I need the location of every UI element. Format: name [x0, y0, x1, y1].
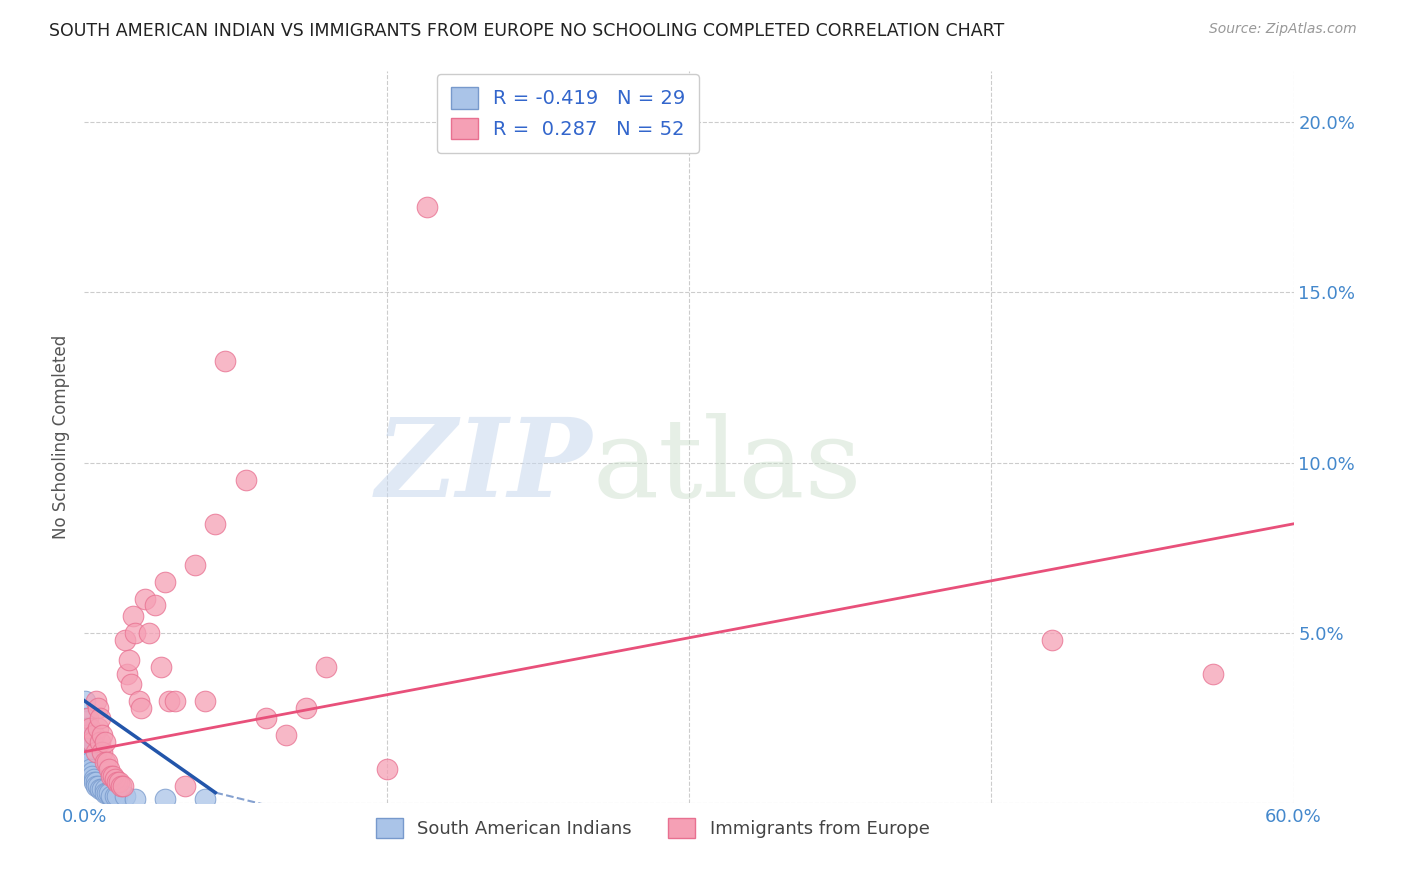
- Point: [87, 721, 110, 735]
- Point: [96, 786, 118, 800]
- Text: Source: ZipAtlas.com: Source: ZipAtlas.com: [1209, 22, 1357, 37]
- Point: [104, 772, 127, 786]
- Point: [79, 721, 101, 735]
- Point: [82, 768, 104, 782]
- Legend: South American Indians, Immigrants from Europe: South American Indians, Immigrants from …: [368, 811, 936, 845]
- Point: [115, 666, 138, 681]
- Point: [194, 792, 217, 806]
- Point: [96, 755, 118, 769]
- Point: [100, 789, 122, 803]
- Point: [86, 775, 108, 789]
- Text: atlas: atlas: [592, 413, 862, 520]
- Point: [204, 516, 226, 531]
- Point: [77, 711, 100, 725]
- Point: [93, 782, 115, 797]
- Point: [184, 558, 207, 572]
- Point: [97, 762, 120, 776]
- Point: [138, 625, 160, 640]
- Point: [111, 779, 134, 793]
- Point: [104, 789, 127, 803]
- Point: [77, 741, 100, 756]
- Point: [1040, 632, 1063, 647]
- Point: [315, 659, 337, 673]
- Point: [75, 711, 97, 725]
- Point: [93, 786, 115, 800]
- Point: [82, 765, 104, 780]
- Text: ZIP: ZIP: [375, 413, 592, 520]
- Point: [153, 792, 176, 806]
- Point: [97, 786, 120, 800]
- Point: [83, 775, 105, 789]
- Point: [75, 721, 97, 735]
- Point: [79, 762, 101, 776]
- Point: [89, 782, 111, 797]
- Point: [100, 768, 122, 782]
- Point: [89, 711, 111, 725]
- Y-axis label: No Schooling Completed: No Schooling Completed: [52, 335, 70, 539]
- Point: [114, 789, 136, 803]
- Point: [124, 625, 146, 640]
- Point: [83, 728, 105, 742]
- Point: [86, 745, 108, 759]
- Point: [118, 653, 141, 667]
- Point: [82, 734, 104, 748]
- Point: [129, 700, 152, 714]
- Point: [149, 659, 172, 673]
- Point: [174, 779, 197, 793]
- Point: [93, 755, 115, 769]
- Point: [91, 745, 114, 759]
- Point: [128, 694, 150, 708]
- Point: [120, 677, 142, 691]
- Point: [107, 775, 129, 789]
- Point: [91, 782, 114, 797]
- Point: [114, 632, 136, 647]
- Point: [194, 694, 217, 708]
- Point: [105, 789, 128, 803]
- Point: [295, 700, 318, 714]
- Point: [75, 694, 97, 708]
- Point: [83, 772, 105, 786]
- Point: [93, 734, 115, 748]
- Point: [235, 473, 257, 487]
- Point: [375, 762, 398, 776]
- Point: [1202, 666, 1225, 681]
- Point: [157, 694, 180, 708]
- Point: [86, 779, 108, 793]
- Point: [153, 574, 176, 589]
- Point: [143, 599, 166, 613]
- Point: [274, 728, 297, 742]
- Point: [76, 728, 98, 742]
- Point: [416, 201, 439, 215]
- Point: [79, 755, 101, 769]
- Point: [91, 728, 114, 742]
- Point: [86, 694, 108, 708]
- Point: [110, 779, 132, 793]
- Point: [87, 700, 110, 714]
- Point: [77, 734, 100, 748]
- Point: [214, 353, 236, 368]
- Point: [89, 734, 111, 748]
- Point: [124, 792, 146, 806]
- Point: [134, 591, 156, 606]
- Point: [87, 779, 110, 793]
- Point: [165, 694, 187, 708]
- Point: [101, 768, 124, 782]
- Point: [77, 751, 100, 765]
- Point: [121, 608, 143, 623]
- Point: [105, 775, 128, 789]
- Text: SOUTH AMERICAN INDIAN VS IMMIGRANTS FROM EUROPE NO SCHOOLING COMPLETED CORRELATI: SOUTH AMERICAN INDIAN VS IMMIGRANTS FROM…: [49, 22, 1004, 40]
- Point: [254, 711, 277, 725]
